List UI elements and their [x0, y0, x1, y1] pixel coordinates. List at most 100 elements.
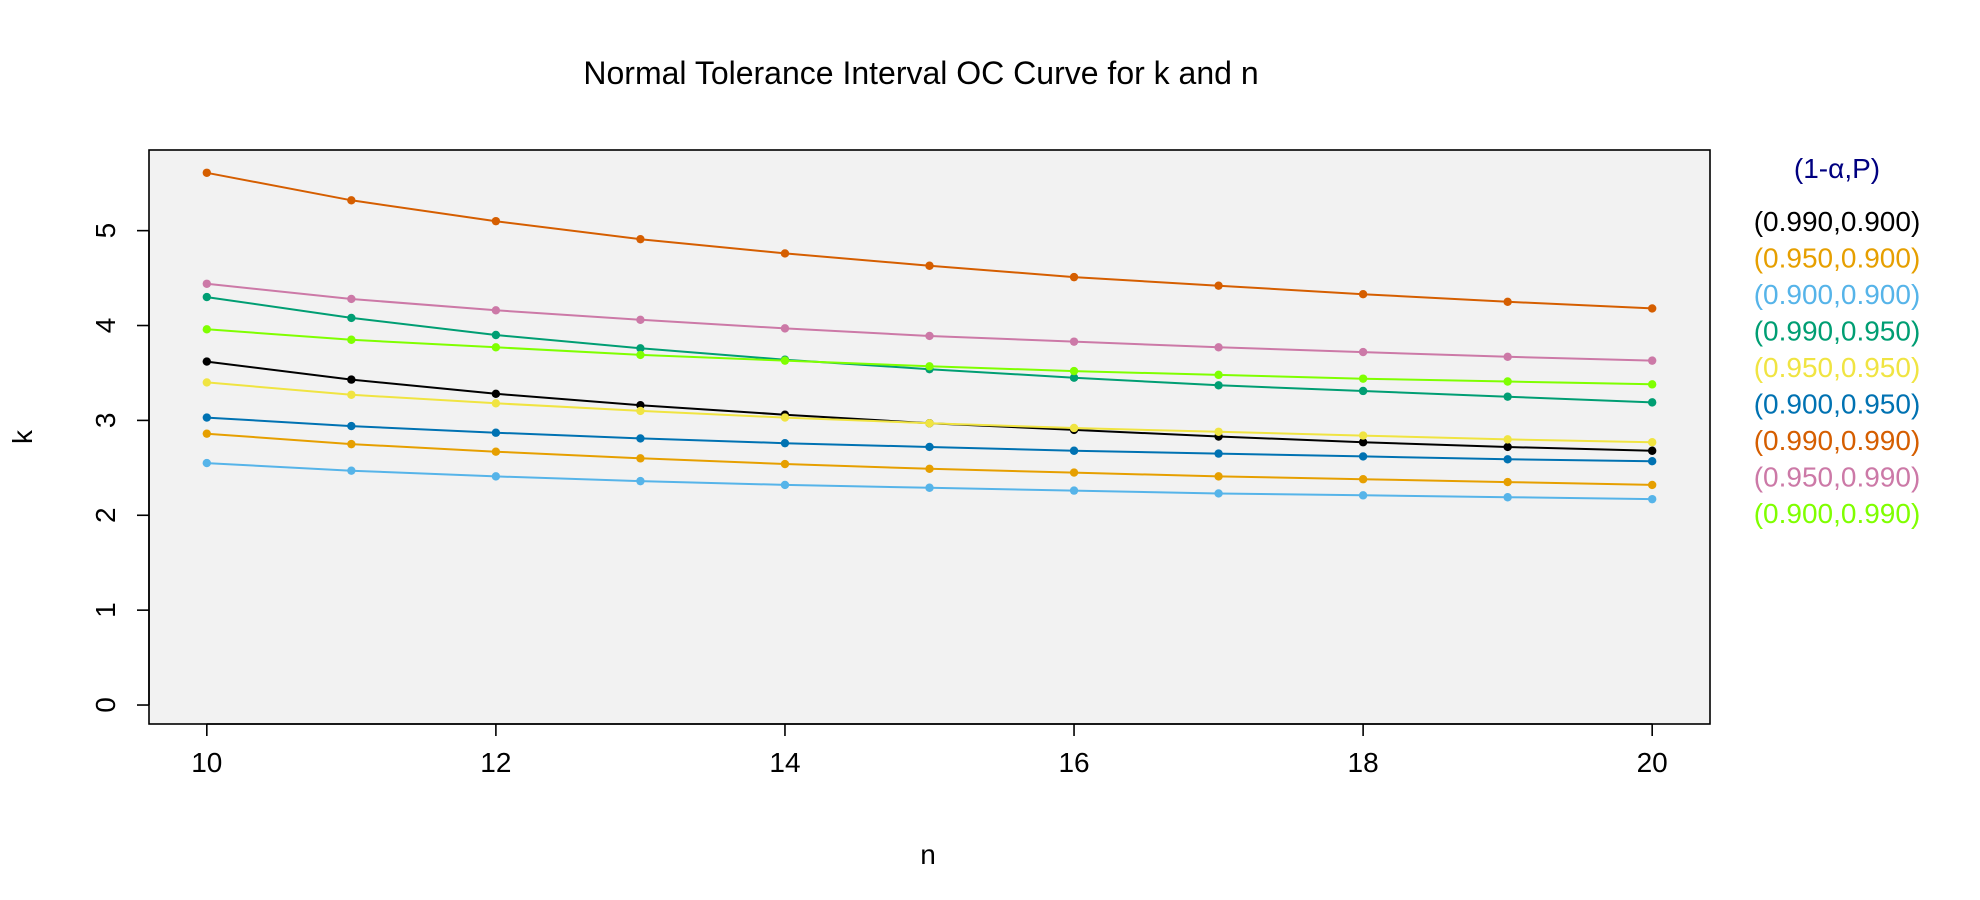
data-point	[1069, 486, 1079, 495]
data-point	[347, 294, 356, 304]
data-point	[636, 406, 645, 416]
x-tick-label: 16	[1058, 747, 1089, 778]
y-tick-label: 3	[90, 413, 121, 429]
legend-entry: (0.990,0.990)	[1754, 425, 1921, 456]
data-point	[202, 292, 212, 302]
legend-entry: (0.950,0.990)	[1754, 462, 1921, 493]
data-point	[1647, 304, 1657, 313]
data-point	[347, 375, 356, 384]
data-point	[1069, 272, 1079, 282]
legend-title: (1-α,P)	[1794, 153, 1880, 184]
data-point	[925, 464, 934, 473]
y-axis: 0 1 2 3 4 5	[90, 223, 150, 713]
data-point	[491, 330, 501, 340]
data-point	[491, 389, 501, 399]
data-point	[491, 447, 501, 456]
data-point	[1358, 438, 1368, 447]
data-point	[1503, 477, 1512, 487]
data-point	[1503, 442, 1512, 452]
data-point	[491, 343, 501, 352]
data-point	[1069, 337, 1079, 346]
data-point	[1503, 352, 1512, 362]
series-group	[202, 279, 1657, 365]
data-point	[202, 168, 212, 177]
legend-entry: (0.950,0.900)	[1754, 243, 1921, 274]
series-layer	[202, 168, 1657, 504]
data-point	[1503, 377, 1512, 386]
data-point	[636, 350, 645, 360]
data-point	[1358, 290, 1368, 299]
legend-entry: (0.900,0.950)	[1754, 389, 1921, 420]
data-point	[1069, 468, 1079, 477]
legend-entry: (0.990,0.950)	[1754, 316, 1921, 347]
y-tick-label: 1	[90, 602, 121, 618]
x-tick-label: 10	[191, 747, 222, 778]
data-point	[1214, 449, 1223, 458]
series-group	[202, 429, 1657, 490]
data-point	[925, 442, 934, 452]
x-tick-label: 14	[769, 747, 800, 778]
chart-title: Normal Tolerance Interval OC Curve for k…	[583, 55, 1258, 91]
data-point	[1069, 366, 1079, 376]
data-point	[1214, 381, 1223, 390]
data-point	[1503, 297, 1512, 307]
data-point	[1214, 370, 1223, 380]
series-group	[202, 413, 1657, 466]
legend-entry: (0.900,0.990)	[1754, 498, 1921, 529]
data-point	[1358, 374, 1368, 383]
data-point	[1214, 427, 1223, 436]
x-tick-label: 20	[1637, 747, 1668, 778]
y-tick-label: 2	[90, 507, 121, 523]
data-point	[636, 434, 645, 443]
data-point	[636, 234, 645, 244]
data-point	[636, 476, 645, 486]
data-point	[202, 458, 212, 468]
data-point	[347, 390, 356, 399]
legend-entry: (0.990,0.900)	[1754, 206, 1921, 237]
data-point	[202, 413, 212, 422]
series-group	[202, 378, 1657, 447]
data-point	[1503, 493, 1512, 502]
y-axis-label: k	[7, 429, 38, 444]
data-point	[1069, 423, 1079, 433]
data-point	[347, 439, 356, 449]
series-group	[202, 325, 1657, 389]
y-tick-label: 0	[90, 697, 121, 713]
x-tick-label: 12	[480, 747, 511, 778]
legend-entry: (0.900,0.900)	[1754, 279, 1921, 310]
data-point	[1214, 489, 1223, 498]
data-point	[636, 315, 645, 325]
data-point	[491, 472, 501, 481]
data-point	[1647, 438, 1657, 447]
data-point	[202, 279, 212, 288]
data-point	[1358, 491, 1368, 500]
data-point	[1358, 452, 1368, 461]
data-point	[347, 335, 356, 344]
series-group	[202, 168, 1657, 313]
data-point	[636, 344, 645, 353]
data-point	[636, 454, 645, 463]
data-point	[925, 419, 934, 428]
data-point	[1214, 472, 1223, 481]
data-point	[1358, 475, 1368, 484]
data-point	[780, 480, 790, 490]
data-point	[1647, 398, 1657, 407]
data-point	[1069, 373, 1079, 382]
data-point	[780, 324, 790, 333]
data-point	[202, 325, 212, 334]
data-point	[1503, 455, 1512, 464]
data-point	[491, 399, 501, 408]
plot-background	[149, 150, 1710, 724]
data-point	[780, 459, 790, 469]
data-point	[925, 483, 934, 492]
data-point	[1214, 281, 1223, 290]
data-point	[780, 249, 790, 258]
data-point	[347, 421, 356, 431]
data-point	[1647, 446, 1657, 455]
data-point	[1503, 392, 1512, 401]
data-point	[1647, 356, 1657, 365]
y-tick-label: 5	[90, 223, 121, 239]
legend-entry: (0.950,0.950)	[1754, 352, 1921, 383]
data-point	[1647, 380, 1657, 389]
